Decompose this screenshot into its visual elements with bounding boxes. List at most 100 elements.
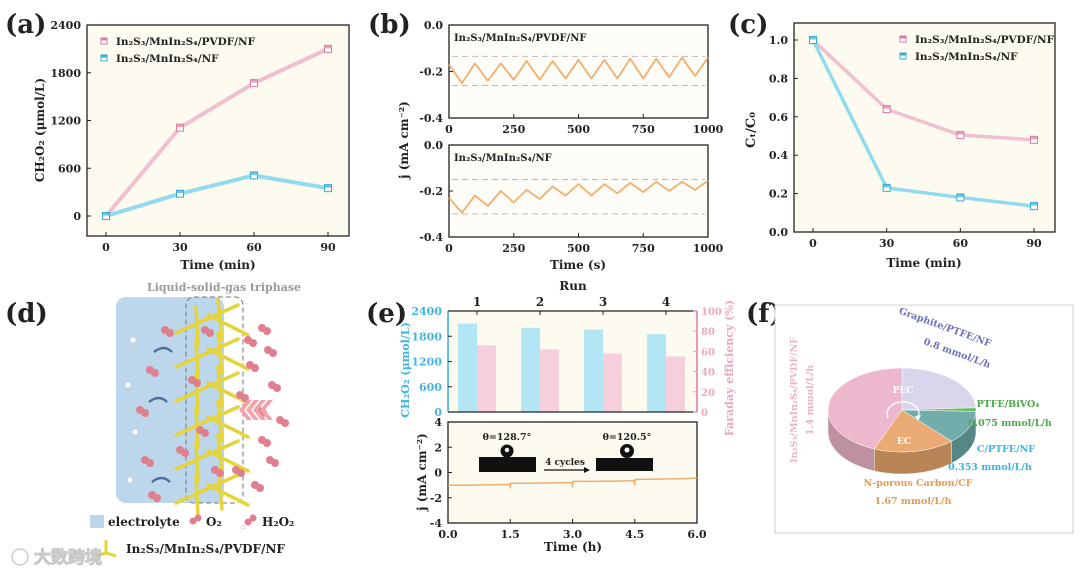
y-tick-label: 0.6	[769, 111, 788, 124]
y-tick-label: 0.0	[424, 139, 443, 152]
o2-molecule-icon	[146, 459, 154, 467]
y-axis-title-right: Faraday efficiency (%)	[723, 300, 736, 436]
legend-marker-fill	[101, 55, 107, 58]
y-right-tick-label: 60	[701, 347, 715, 358]
catalyst-branch	[216, 399, 224, 443]
panel-label: (a)	[5, 10, 46, 40]
contact-angle-after: θ=120.5°	[603, 432, 652, 443]
y-axis-title: j (mA cm⁻²)	[397, 101, 411, 180]
bar-concentration	[584, 329, 603, 412]
o2-molecule-icon	[271, 459, 279, 467]
gas-flow-chevron-icon	[260, 400, 273, 420]
pie-slice-rate: 0.075 mmol/L/h	[968, 418, 1052, 429]
legend-label: In₂S₃/MnIn₂S₄/NF	[915, 51, 1018, 63]
o2-molecule-icon	[237, 469, 245, 477]
reaction-arrow-icon	[148, 396, 168, 404]
pie-slice-label: N-porous Carbon/CF	[864, 478, 973, 489]
x-tick-label: 30	[879, 237, 895, 250]
o2-molecule-icon	[263, 439, 271, 447]
catalyst-branch	[216, 331, 224, 375]
plot-e-bottom-frame	[447, 421, 698, 524]
data-point-fill	[883, 105, 891, 109]
curved-arrow-icon	[886, 401, 920, 419]
o2-molecule-icon	[206, 329, 214, 337]
pie-group-ec: EC	[897, 437, 911, 447]
y-tick-label: 1200	[50, 115, 81, 128]
legend-h2o2: H₂O₂	[262, 515, 294, 529]
y-tick-label: -2	[430, 492, 442, 505]
triphase-title: Liquid-solid-gas triphase	[147, 281, 301, 294]
y-right-tick-label: 100	[701, 307, 722, 318]
y-axis-title: CH₂O₂ (μmol/L)	[33, 78, 47, 182]
y-axis-title: Cₜ/C₀	[744, 112, 759, 148]
catalyst-network	[174, 297, 250, 517]
series-line-0	[811, 38, 1035, 142]
y-tick-label: 0	[434, 467, 442, 480]
data-point-fill	[956, 193, 964, 197]
y-tick-label: 0	[434, 406, 442, 419]
y-right-tick-label: 0	[701, 408, 708, 419]
y-tick-label: 0.0	[769, 226, 788, 239]
gas-flow-chevron-icon	[253, 400, 266, 420]
h2o2-hydrogen-icon	[132, 429, 138, 435]
o2-legend-icon	[194, 514, 202, 522]
y-tick-label: 2400	[411, 305, 442, 318]
legend-marker-fill	[900, 53, 906, 56]
watermark-logo: 大数跨境	[34, 547, 102, 568]
x-tick-label: 3.0	[563, 528, 582, 541]
data-point-fill	[809, 36, 817, 40]
data-point-fill	[250, 79, 258, 83]
legend-label: In₂S₃/MnIn₂S₄/PVDF/NF	[116, 36, 256, 48]
x-tick-label: 90	[320, 241, 336, 254]
legend-marker-fill	[900, 36, 906, 39]
gas-flow-chevron-icon	[239, 400, 252, 420]
catalyst-branch	[174, 439, 240, 471]
x-tick-label: 500	[567, 242, 590, 255]
h2o2-hydrogen-icon	[125, 382, 131, 388]
x-axis-title-run: Run	[559, 279, 587, 293]
pie-slice-rate: 1.4 mmol/L/h	[805, 365, 816, 436]
h2o2-legend-icon	[240, 524, 246, 530]
droplet-highlight	[504, 447, 510, 453]
x-tick-label: 0	[445, 123, 453, 136]
x-axis-title: Time (min)	[180, 258, 255, 272]
data-point-fill	[176, 190, 184, 194]
catalyst-branch	[216, 433, 224, 477]
o2-molecule-icon	[249, 339, 257, 347]
y-tick-label: 0.2	[769, 188, 788, 201]
droplet-highlight	[624, 447, 630, 453]
y-tick-label: 0.4	[769, 149, 788, 162]
x-axis-title: Time (s)	[550, 258, 606, 272]
y-tick-label: 0.0	[424, 19, 443, 32]
x-tick-label: 1.5	[501, 528, 520, 541]
x-tick-label: 6.0	[687, 528, 706, 541]
data-point-fill	[956, 131, 964, 135]
pie-slice-4	[827, 367, 903, 450]
h2o2-hydrogen-icon	[127, 477, 133, 483]
y-tick-label: -0.4	[419, 112, 443, 125]
series-line-1	[811, 39, 1035, 208]
bar-faraday-efficiency	[603, 353, 622, 412]
y-tick-label: -0.2	[419, 185, 443, 198]
x-tick-label: 90	[1026, 237, 1042, 250]
x-tick-label: 1000	[693, 242, 724, 255]
reaction-arrow-icon	[153, 346, 173, 354]
data-point-fill	[176, 124, 184, 128]
o2-molecule-icon	[269, 349, 277, 357]
series-line-0	[448, 56, 709, 85]
y-tick-label: -0.2	[419, 66, 443, 79]
series-line-1	[105, 173, 329, 218]
data-point-fill	[1030, 202, 1038, 206]
catalyst-branch	[174, 473, 240, 505]
catalyst-branch	[206, 449, 250, 473]
bar-faraday-efficiency	[477, 345, 496, 412]
x-tick-label: 0	[445, 242, 453, 255]
panel-label: (b)	[368, 10, 411, 40]
series-line-0	[448, 477, 698, 489]
y-tick-label: 1800	[50, 67, 81, 80]
h2o2-legend-icon	[244, 518, 252, 526]
x-tick-label: 1000	[693, 123, 724, 136]
pie-group-pec: PEC	[893, 386, 914, 396]
pie-slice-0	[901, 367, 977, 411]
arrow-head-icon	[584, 467, 590, 473]
